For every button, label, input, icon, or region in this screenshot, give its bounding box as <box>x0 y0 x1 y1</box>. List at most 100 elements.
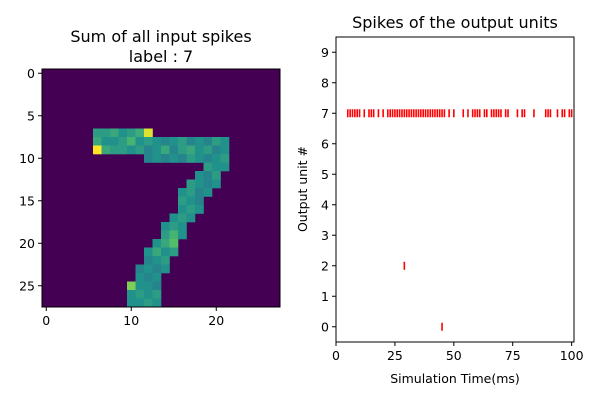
heatmap-cell <box>144 298 153 308</box>
heatmap-cell <box>178 222 187 231</box>
heatmap-cell <box>127 137 136 146</box>
heatmap-cell <box>93 145 102 155</box>
heatmap-cell <box>178 205 187 214</box>
heatmap-cell <box>110 145 119 155</box>
raster-spikes <box>346 109 573 331</box>
heatmap-cell <box>144 264 153 274</box>
heatmap-cell <box>152 137 162 146</box>
raster-x-ticks: 0 25 50 75 100 <box>332 342 584 363</box>
heatmap-cell <box>212 137 221 146</box>
heatmap-cell <box>169 230 179 240</box>
heatmap-y-tick-label: 25 <box>19 278 35 293</box>
heatmap-cell <box>93 128 102 138</box>
heatmap-cell <box>135 145 145 155</box>
heatmap-cell <box>195 145 204 155</box>
heatmap-cell <box>169 154 179 163</box>
heatmap-cell <box>127 128 136 138</box>
heatmap-cell <box>144 290 153 299</box>
heatmap-x-ticks: 0 10 20 <box>42 307 224 328</box>
heatmap-cell <box>161 145 170 155</box>
heatmap-cell <box>161 247 170 257</box>
heatmap-cell <box>118 145 128 155</box>
heatmap-cell <box>220 162 230 172</box>
heatmap-cell <box>152 298 162 308</box>
heatmap-cell <box>195 205 204 214</box>
heatmap-panel: Sum of all input spikes label : 7 0 10 20 … <box>19 27 281 328</box>
heatmap-cell <box>212 145 221 155</box>
heatmap-cell <box>195 188 204 197</box>
heatmap-cell <box>144 154 153 163</box>
raster-title: Spikes of the output units <box>352 13 558 32</box>
heatmap-cell <box>169 247 179 257</box>
heatmap-cell <box>161 264 170 274</box>
raster-y-tick-label: 5 <box>321 167 329 182</box>
heatmap-frame <box>41 68 281 308</box>
heatmap-cell <box>101 145 111 155</box>
heatmap-cell <box>195 154 204 163</box>
heatmap-cell <box>212 171 221 180</box>
raster-x-tick-label: 25 <box>387 348 403 363</box>
heatmap-title: Sum of all input spikes <box>70 27 251 46</box>
heatmap-cell <box>152 247 162 257</box>
raster-x-tick-label: 100 <box>560 348 584 363</box>
heatmap-cell <box>212 162 221 172</box>
heatmap-cell <box>135 128 145 138</box>
heatmap-cell <box>161 256 170 265</box>
heatmap-cell <box>144 273 153 282</box>
heatmap-cell <box>169 137 179 146</box>
heatmap-cell <box>203 171 213 180</box>
heatmap-cell <box>186 188 196 197</box>
heatmap-cell <box>195 137 204 146</box>
heatmap-cell <box>161 137 170 146</box>
heatmap-cells <box>93 128 230 308</box>
heatmap-cell <box>135 264 145 274</box>
heatmap-cell <box>169 239 179 248</box>
heatmap-cell <box>110 137 119 146</box>
heatmap-cell <box>178 145 187 155</box>
heatmap-cell <box>169 145 179 155</box>
heatmap-cell <box>144 256 153 265</box>
heatmap-cell <box>186 145 196 155</box>
raster-y-tick-label: 1 <box>321 289 329 304</box>
heatmap-cell <box>118 128 128 138</box>
heatmap-cell <box>152 239 162 248</box>
heatmap-cell <box>220 154 230 163</box>
heatmap-cell <box>186 179 196 189</box>
heatmap-cell <box>203 179 213 189</box>
raster-y-tick-label: 9 <box>321 45 329 60</box>
heatmap-cell <box>178 213 187 223</box>
heatmap-x-tick-label: 20 <box>208 313 224 328</box>
heatmap-cell <box>203 154 213 163</box>
raster-y-ticks: 0 1 2 3 4 5 6 7 8 9 <box>321 45 336 334</box>
heatmap-cell <box>203 145 213 155</box>
heatmap-cell <box>186 196 196 206</box>
raster-y-tick-label: 7 <box>321 106 329 121</box>
raster-y-label: Output unit # <box>295 146 310 232</box>
heatmap-cell <box>101 128 111 138</box>
heatmap-cell <box>195 179 204 189</box>
heatmap-y-tick-label: 15 <box>19 193 35 208</box>
raster-x-label: Simulation Time(ms) <box>390 371 520 386</box>
heatmap-y-ticks: 0 5 10 15 20 25 <box>19 66 42 293</box>
heatmap-cell <box>135 290 145 299</box>
heatmap-cell <box>127 290 136 299</box>
heatmap-cell <box>161 154 170 163</box>
raster-y-tick-label: 2 <box>321 258 329 273</box>
heatmap-cell <box>169 222 179 231</box>
raster-y-tick-label: 0 <box>321 319 329 334</box>
heatmap-cell <box>135 137 145 146</box>
heatmap-cell <box>152 256 162 265</box>
heatmap-cell <box>135 298 145 308</box>
heatmap-cell <box>220 137 230 146</box>
raster-x-tick-label: 0 <box>332 348 340 363</box>
raster-y-tick-label: 4 <box>321 197 329 212</box>
heatmap-cell <box>186 154 196 163</box>
heatmap-cell <box>161 239 170 248</box>
heatmap-cell <box>203 188 213 197</box>
heatmap-cell <box>110 128 119 138</box>
heatmap-cell <box>212 154 221 163</box>
raster-y-tick-label: 8 <box>321 75 329 90</box>
heatmap-cell <box>186 213 196 223</box>
heatmap-cell <box>169 213 179 223</box>
